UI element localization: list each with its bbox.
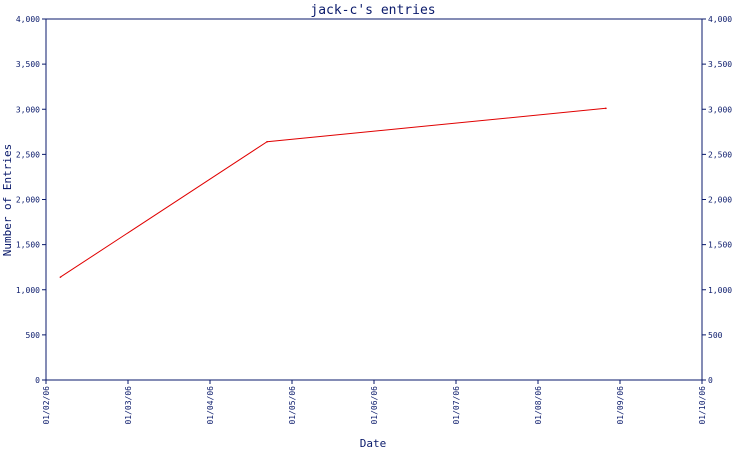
y-tick-label-left: 1,000 bbox=[16, 286, 40, 295]
y-tick-label-right: 1,500 bbox=[708, 241, 732, 250]
y-tick-label-right: 2,000 bbox=[708, 196, 732, 205]
data-point bbox=[266, 140, 268, 143]
plot-frame bbox=[45, 18, 703, 381]
y-tick-label-right: 0 bbox=[708, 376, 713, 385]
y-axis-label: Number of Entries bbox=[1, 144, 14, 257]
y-tick-label-right: 4,000 bbox=[708, 15, 732, 24]
chart-title: jack-c's entries bbox=[310, 3, 435, 18]
data-point bbox=[605, 107, 607, 110]
y-tick-label-left: 2,000 bbox=[16, 196, 40, 205]
y-tick-label-left: 3,000 bbox=[16, 105, 40, 114]
data-point bbox=[59, 276, 62, 278]
y-tick-label-right: 2,500 bbox=[708, 150, 732, 159]
y-tick-label-left: 4,000 bbox=[16, 15, 40, 24]
y-tick-label-left: 0 bbox=[35, 376, 40, 385]
x-axis-label: Date bbox=[360, 437, 387, 450]
x-tick-label: 01/10/06 bbox=[698, 386, 707, 425]
y-tick-label-right: 3,000 bbox=[708, 105, 732, 114]
y-tick-label-right: 500 bbox=[708, 331, 723, 340]
x-tick-label: 01/04/06 bbox=[206, 386, 215, 425]
x-tick-label: 01/07/06 bbox=[452, 386, 461, 425]
y-tick-label-left: 500 bbox=[26, 331, 41, 340]
x-tick-label: 01/05/06 bbox=[288, 386, 297, 425]
y-tick-label-right: 3,500 bbox=[708, 60, 732, 69]
x-tick-label: 01/09/06 bbox=[616, 386, 625, 425]
y-tick-label-left: 3,500 bbox=[16, 60, 40, 69]
x-tick-label: 01/03/06 bbox=[124, 386, 133, 425]
y-tick-label-right: 1,000 bbox=[708, 286, 732, 295]
x-tick-label: 01/06/06 bbox=[370, 386, 379, 425]
y-tick-label-left: 2,500 bbox=[16, 150, 40, 159]
series-line bbox=[60, 107, 606, 278]
x-tick-label: 01/02/06 bbox=[42, 386, 51, 425]
plot-area: 0 0 500 500 1,000 1,000 1,500 1,500 2,000 2,000 2,… bbox=[16, 15, 732, 425]
y-tick-label-left: 1,500 bbox=[16, 241, 40, 250]
x-tick-label: 01/08/06 bbox=[534, 386, 543, 425]
